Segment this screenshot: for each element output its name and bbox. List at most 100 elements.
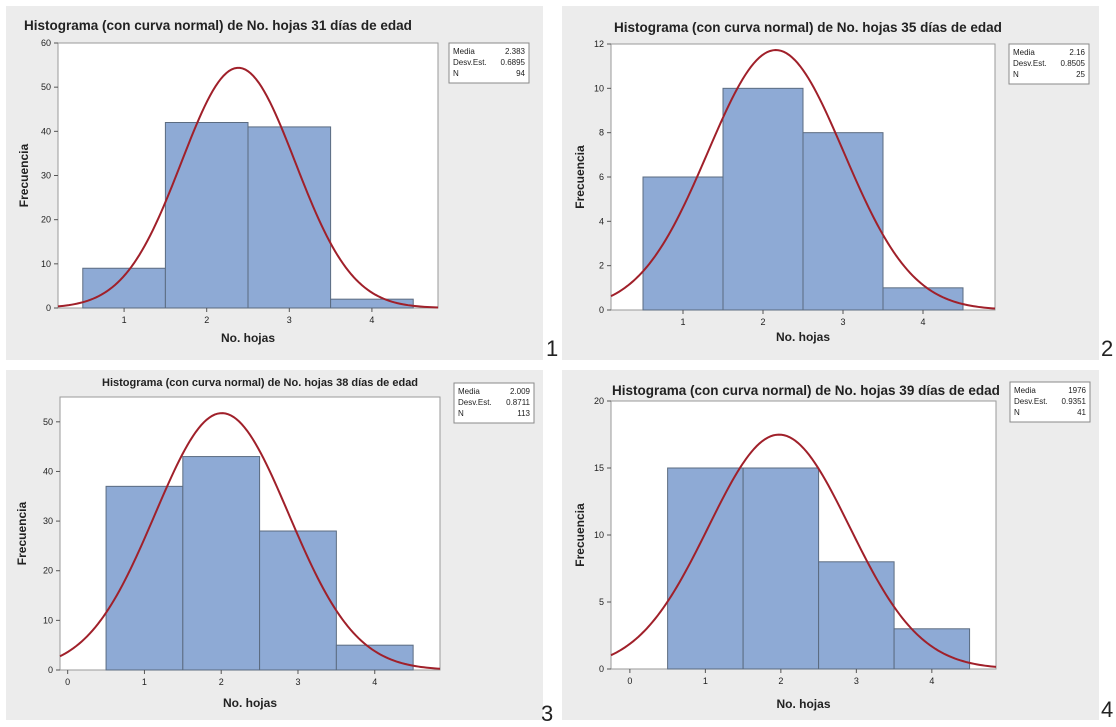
normal-curve: [610, 433, 997, 668]
histogram-bar: [82, 267, 166, 309]
stats-value: 113: [517, 409, 530, 418]
histogram-bar: [742, 467, 820, 670]
y-tick-label: 4: [599, 216, 604, 226]
histogram-bar: [182, 456, 261, 671]
histogram-bar: [722, 87, 804, 311]
y-tick-label: 30: [43, 516, 53, 526]
y-tick-label: 0: [599, 664, 604, 674]
stats-label: Media: [453, 47, 475, 56]
chart-title: Histograma (con curva normal) de No. hoj…: [612, 383, 1000, 398]
x-axis-title: No. hojas: [776, 330, 830, 344]
x-tick-label: 1: [680, 317, 685, 327]
histogram-chart-2: Histograma (con curva normal) de No. hoj…: [562, 6, 1099, 360]
stats-value: 2.16: [1069, 48, 1085, 57]
histogram-bar: [818, 561, 895, 670]
y-tick-label: 20: [43, 566, 53, 576]
x-tick-label: 2: [219, 677, 224, 687]
x-tick-label: 2: [760, 317, 765, 327]
y-tick-label: 40: [41, 126, 51, 136]
stats-value: 0.8505: [1061, 59, 1086, 68]
x-tick-label: 4: [369, 315, 374, 325]
y-axis-title: Frecuencia: [573, 503, 587, 567]
y-tick-label: 40: [43, 466, 53, 476]
y-tick-label: 0: [46, 303, 51, 313]
y-tick-label: 10: [594, 83, 604, 93]
y-tick-label: 6: [599, 172, 604, 182]
x-tick-label: 4: [372, 677, 377, 687]
y-tick-label: 12: [594, 39, 604, 49]
stats-label: Desv.Est.: [453, 58, 487, 67]
x-tick-label: 0: [65, 677, 70, 687]
y-axis-title: Frecuencia: [573, 145, 587, 209]
y-tick-label: 20: [594, 396, 604, 406]
panel-number-4: 4: [1101, 697, 1114, 722]
stats-value: 41: [1077, 408, 1086, 417]
normal-curve: [57, 66, 439, 309]
y-tick-label: 5: [599, 597, 604, 607]
stats-label: N: [458, 409, 464, 418]
x-tick-label: 3: [295, 677, 300, 687]
x-tick-label: 4: [920, 317, 925, 327]
histogram-panel-2: Histograma (con curva normal) de No. hoj…: [562, 6, 1099, 360]
histogram-bar: [105, 485, 184, 671]
panel-number-2: 2: [1101, 336, 1114, 361]
histogram-panel-1: Histograma (con curva normal) de No. hoj…: [6, 6, 543, 360]
panel-number-1: 1: [546, 336, 559, 361]
y-axis-title: Frecuencia: [15, 501, 29, 565]
x-tick-label: 3: [287, 315, 292, 325]
stats-value: 94: [516, 69, 525, 78]
x-tick-label: 3: [840, 317, 845, 327]
x-tick-label: 1: [142, 677, 147, 687]
stats-label: Desv.Est.: [1013, 59, 1047, 68]
stats-legend-box: [1009, 381, 1091, 423]
histogram-panel-3: Histograma (con curva normal) de No. hoj…: [6, 370, 543, 720]
x-tick-label: 3: [854, 676, 859, 686]
x-tick-label: 4: [929, 676, 934, 686]
y-tick-label: 50: [41, 82, 51, 92]
x-axis-title: No. hojas: [776, 697, 830, 711]
x-tick-label: 2: [778, 676, 783, 686]
stats-label: Media: [1014, 386, 1036, 395]
histogram-bar: [335, 644, 414, 671]
stats-value: 1976: [1068, 386, 1086, 395]
histogram-bar: [893, 628, 971, 670]
stats-value: 25: [1076, 70, 1085, 79]
chart-title: Histograma (con curva normal) de No. hoj…: [102, 377, 418, 389]
stats-value: 0.8711: [506, 398, 530, 407]
y-tick-label: 20: [41, 215, 51, 225]
stats-value: 0.9351: [1062, 397, 1087, 406]
stats-label: N: [1014, 408, 1020, 417]
histogram-chart-1: Histograma (con curva normal) de No. hoj…: [6, 6, 543, 360]
stats-legend-box: [1008, 43, 1090, 85]
stats-legend-box: [448, 42, 530, 84]
normal-curve: [59, 412, 441, 670]
histogram-panel-4: Histograma (con curva normal) de No. hoj…: [562, 370, 1099, 720]
chart-title: Histograma (con curva normal) de No. hoj…: [24, 18, 412, 33]
normal-curve: [610, 49, 996, 310]
y-tick-label: 0: [599, 305, 604, 315]
stats-legend-box: [453, 382, 535, 424]
y-tick-label: 8: [599, 128, 604, 138]
y-tick-label: 10: [43, 615, 53, 625]
x-tick-label: 2: [204, 315, 209, 325]
histogram-bar: [259, 530, 337, 671]
histogram-bar: [667, 467, 744, 670]
chart-title: Histograma (con curva normal) de No. hoj…: [614, 20, 1002, 35]
x-axis-title: No. hojas: [223, 696, 277, 710]
histogram-chart-3: Histograma (con curva normal) de No. hoj…: [6, 370, 543, 720]
histogram-bar: [164, 122, 249, 309]
x-tick-label: 1: [122, 315, 127, 325]
y-axis-title: Frecuencia: [17, 143, 31, 207]
y-tick-label: 2: [599, 261, 604, 271]
stats-value: 2.383: [505, 47, 526, 56]
stats-value: 0.6895: [501, 58, 526, 67]
y-tick-label: 10: [594, 530, 604, 540]
histogram-bar: [882, 287, 964, 311]
stats-label: N: [453, 69, 459, 78]
histogram-chart-4: Histograma (con curva normal) de No. hoj…: [562, 370, 1099, 720]
x-axis-title: No. hojas: [221, 331, 275, 345]
y-tick-label: 60: [41, 38, 51, 48]
y-tick-label: 50: [43, 417, 53, 427]
histogram-bar: [802, 132, 884, 311]
panel-number-3: 3: [541, 701, 554, 726]
